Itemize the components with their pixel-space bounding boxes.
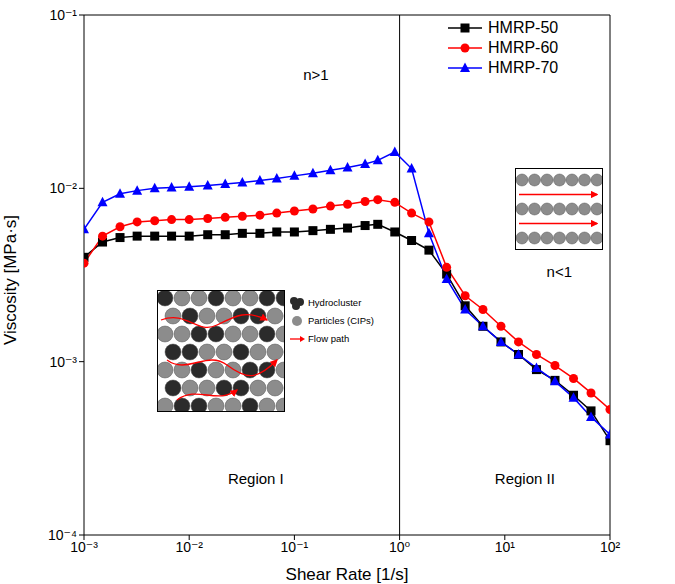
html-text:HMRP-60: HMRP-60 <box>488 39 559 56</box>
svg-text:10⁻²: 10⁻² <box>49 180 77 196</box>
html-text:HMRP-50: HMRP-50 <box>488 19 559 36</box>
svg-text:10⁻²: 10⁻² <box>175 539 203 555</box>
svg-text:10²: 10² <box>600 539 621 555</box>
svg-text:10⁻³: 10⁻³ <box>70 538 98 555</box>
svg-text:n>1: n>1 <box>303 66 328 83</box>
html-text:Flow path: Flow path <box>308 333 350 344</box>
svg-text:Viscosity [MPa·s]: Viscosity [MPa·s] <box>1 215 20 345</box>
svg-text:Region II: Region II <box>495 470 555 487</box>
svg-text:Region I: Region I <box>228 470 284 487</box>
html-text:Hydrocluster: Hydrocluster <box>308 297 362 308</box>
html-text:Particles (CIPs): Particles (CIPs) <box>308 315 374 326</box>
svg-text:10⁰: 10⁰ <box>389 539 411 555</box>
html-text:HMRP-70: HMRP-70 <box>488 59 559 76</box>
svg-text:10⁻¹: 10⁻¹ <box>281 539 309 555</box>
svg-text:10⁻¹: 10⁻¹ <box>49 7 77 23</box>
svg-text:n<1: n<1 <box>547 263 572 280</box>
svg-text:Shear Rate [1/s]: Shear Rate [1/s] <box>286 565 409 584</box>
svg-text:10⁻⁴: 10⁻⁴ <box>48 527 77 543</box>
svg-text:10⁻³: 10⁻³ <box>49 354 77 370</box>
svg-text:10¹: 10¹ <box>495 539 516 555</box>
